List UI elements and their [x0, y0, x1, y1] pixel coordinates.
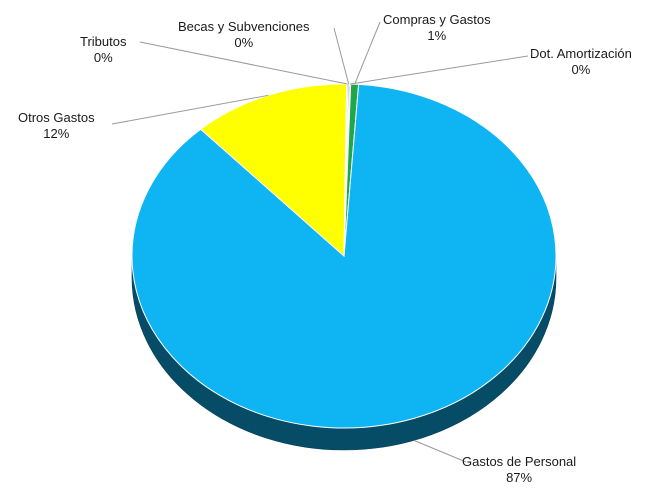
pie-slices — [131, 83, 557, 429]
slice-name: Becas y Subvenciones — [178, 19, 310, 34]
slice-otros-gastos — [199, 83, 348, 258]
slice-percent: 1% — [427, 28, 447, 43]
leader-line-otros-gastos — [111, 94, 269, 125]
slice-label-otros-gastos: Otros Gastos 12% — [18, 110, 95, 142]
slice-name: Compras y Gastos — [383, 12, 491, 27]
slice-label-tributos: Tributos 0% — [80, 34, 126, 66]
slice-name: Dot. Amortización — [530, 46, 632, 61]
leader-line-gastos-de-personal — [413, 439, 467, 463]
slice-percent: 0% — [234, 35, 254, 50]
slice-percent: 0% — [93, 50, 113, 65]
leader-line-tributos — [139, 41, 348, 85]
slice-label-becas-y-subvenciones: Becas y Subvenciones 0% — [178, 19, 310, 51]
leader-line-dot-amortizacion — [349, 55, 529, 85]
slice-label-dot-amortizacion: Dot. Amortización 0% — [530, 46, 632, 78]
slice-label-gastos-de-personal: Gastos de Personal 87% — [462, 454, 576, 486]
leader-lines — [111, 21, 529, 463]
slice-name: Otros Gastos — [18, 110, 95, 125]
slice-becas-y-subvenciones — [343, 83, 350, 257]
slice-label-compras-y-gastos: Compras y Gastos 1% — [383, 12, 491, 44]
slice-percent: 0% — [571, 62, 591, 77]
slice-name: Tributos — [80, 34, 127, 49]
slice-percent: 12% — [43, 126, 70, 141]
slice-percent: 87% — [506, 470, 533, 485]
slice-name: Gastos de Personal — [462, 454, 577, 469]
leader-line-compras-y-gastos — [354, 21, 381, 85]
leader-line-becas-y-subvenciones — [333, 27, 350, 85]
